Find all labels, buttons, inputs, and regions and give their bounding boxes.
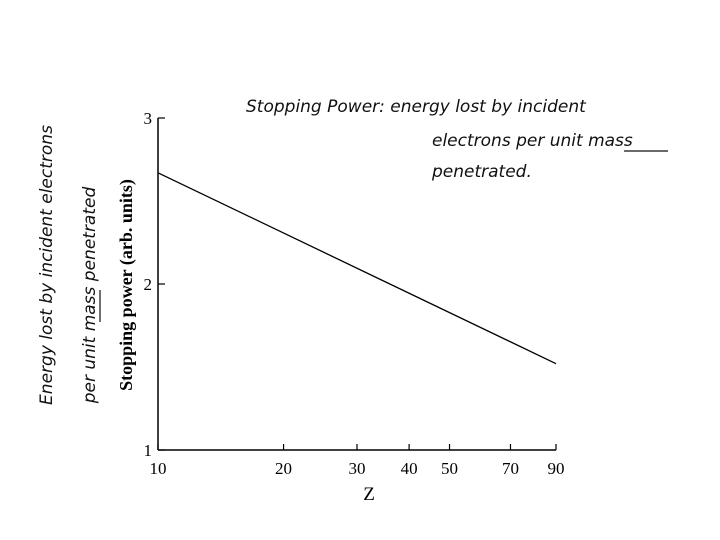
x-tick-label: 10 xyxy=(150,459,167,478)
side-label-2: per unit mass penetrated xyxy=(80,187,100,405)
y-tick-label: 1 xyxy=(144,441,153,460)
x-axis-label: Z xyxy=(363,484,375,505)
y-ticks: 1 2 3 xyxy=(144,109,165,460)
x-tick-label: 50 xyxy=(441,459,458,478)
x-tick-label: 90 xyxy=(548,459,565,478)
y-axis-label: Stopping power (arb. units) xyxy=(116,179,137,391)
x-tick-label: 40 xyxy=(401,459,418,478)
series-group xyxy=(157,172,557,365)
x-tick-label: 70 xyxy=(502,459,519,478)
series-line xyxy=(157,172,557,365)
note-line-1: Stopping Power: energy lost by incident xyxy=(246,97,587,117)
x-tick-label: 30 xyxy=(349,459,366,478)
side-label-1: Energy lost by incident electrons xyxy=(37,125,57,405)
x-tick-label: 20 xyxy=(275,459,292,478)
note-line-3: penetrated. xyxy=(431,162,532,182)
note-line-2: electrons per unit mass xyxy=(432,131,633,151)
y-tick-label: 3 xyxy=(144,109,153,128)
y-tick-label: 2 xyxy=(144,275,153,294)
x-ticks: 10 20 30 40 50 70 90 xyxy=(150,444,565,478)
